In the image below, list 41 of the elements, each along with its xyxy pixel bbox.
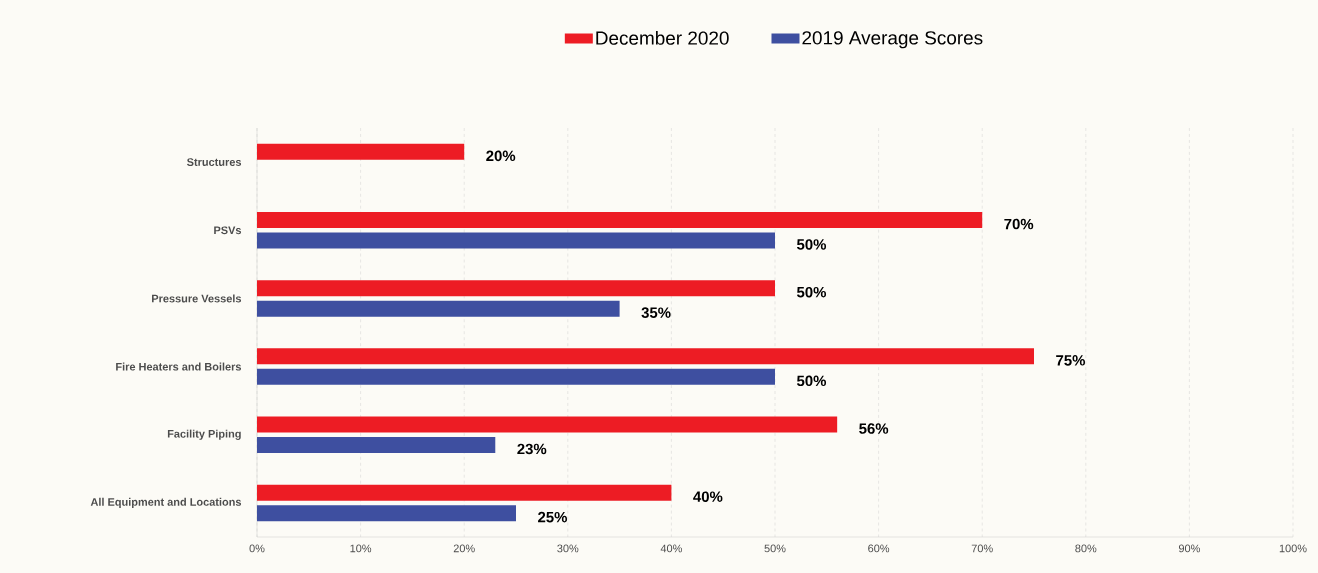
data-label: 50%: [796, 286, 827, 298]
y-tick-label: Structures: [186, 158, 242, 166]
data-label: 70%: [1004, 218, 1034, 230]
data-label: 50%: [796, 375, 827, 387]
x-tick-label: 50%: [764, 544, 786, 553]
bar: [257, 300, 620, 317]
data-label: 25%: [538, 511, 568, 523]
x-tick-label: 40%: [660, 544, 682, 553]
x-tick-label: 70%: [971, 544, 993, 553]
legend-label: 2019 Average Scores: [802, 31, 983, 49]
data-label: 23%: [517, 443, 547, 455]
y-tick-label: Facility Piping: [167, 429, 241, 440]
bar: [257, 212, 983, 229]
bar: [257, 368, 775, 385]
data-label: 75%: [1056, 355, 1086, 366]
data-label: 40%: [693, 491, 723, 502]
bar: [257, 416, 838, 433]
x-tick-label: 100%: [1279, 544, 1307, 553]
bar: [257, 436, 496, 453]
y-tick-label: PSVs: [214, 226, 242, 235]
x-tick-label: 30%: [557, 544, 579, 553]
bar: [257, 232, 775, 249]
x-tick-label: 90%: [1178, 544, 1200, 553]
data-label: 35%: [641, 307, 671, 318]
legend-label: December 2020: [596, 30, 729, 45]
x-tick-label: 10%: [350, 544, 372, 553]
bar: [257, 348, 1034, 365]
x-tick-label: 60%: [868, 544, 890, 553]
y-tick-label: Pressure Vessels: [152, 294, 242, 303]
data-label: 20%: [486, 150, 516, 162]
x-tick-label: 20%: [453, 544, 475, 553]
y-tick-label: All Equipment and Locations: [90, 497, 242, 509]
bar: [257, 280, 775, 297]
bar: [257, 505, 516, 522]
x-tick-label: 80%: [1075, 544, 1097, 553]
x-tick-label: 0%: [249, 544, 265, 553]
bar: [257, 143, 465, 160]
bar: [257, 484, 672, 501]
data-label: 50%: [796, 239, 827, 250]
data-label: 56%: [859, 423, 889, 434]
y-tick-label: Fire Heaters and Boilers: [116, 362, 242, 371]
